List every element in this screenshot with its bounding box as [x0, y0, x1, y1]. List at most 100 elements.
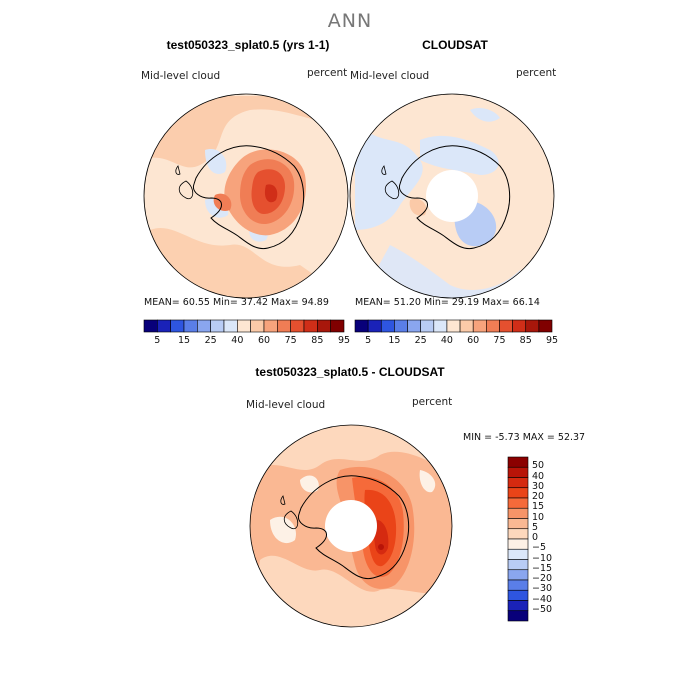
cb-abs-1-tick-label: 60 — [257, 335, 271, 346]
cb-abs-2-swatch — [525, 319, 540, 333]
cb-abs-2-tick-label: 25 — [414, 335, 427, 346]
cb-diff-tick-label: −15 — [532, 562, 553, 574]
panel-3-title: test050323_splat0.5 - CLOUDSAT — [255, 365, 445, 379]
figure-title: ANN — [327, 10, 373, 32]
panel-1-title: test050323_splat0.5 (yrs 1-1) — [166, 38, 330, 52]
cb-diff-swatch — [507, 456, 529, 468]
cb-abs-2-swatch — [367, 319, 382, 333]
cb-abs-2-swatch — [354, 319, 369, 333]
cb-diff-tick-label: −5 — [532, 542, 547, 554]
panel-1-colorbar — [143, 319, 345, 333]
panel-1-map — [144, 94, 348, 298]
panel-2-title: CLOUDSAT — [422, 38, 488, 52]
cb-abs-1-swatch — [183, 319, 198, 333]
cb-diff-swatch — [507, 487, 529, 499]
cb-abs-1-swatch — [210, 319, 225, 333]
cb-abs-2-swatch — [472, 319, 487, 333]
panel-3-variable-label: Mid-level cloud — [246, 399, 326, 411]
cb-diff-tick-label: 30 — [532, 480, 545, 492]
cb-abs-2-tick-label: 15 — [388, 335, 401, 346]
panel-2-stats: MEAN= 51.20 Min= 29.19 Max= 66.14 — [355, 297, 540, 308]
panel-2-units-label: percent — [516, 67, 557, 79]
cb-diff-swatch — [507, 589, 529, 601]
panel-2-variable-label: Mid-level cloud — [350, 70, 430, 82]
cb-diff-tick-label: 0 — [532, 532, 539, 543]
cb-abs-1-swatch — [277, 319, 291, 333]
cb-abs-2-tick-label: 75 — [493, 335, 506, 346]
cb-abs-2-swatch — [420, 319, 435, 333]
cb-abs-1-swatch — [303, 319, 318, 333]
cb-diff-swatch — [507, 600, 529, 612]
panel-2-map-border — [349, 93, 555, 299]
cb-abs-1-swatch — [250, 319, 265, 333]
cb-abs-2-tick-label: 5 — [365, 335, 372, 346]
cb-abs-2-tick-label: 85 — [519, 335, 532, 346]
cb-abs-2-swatch — [499, 319, 513, 333]
cb-diff-swatch — [507, 497, 529, 509]
cb-diff-tick-label: 50 — [532, 460, 545, 472]
cb-diff-swatch — [507, 610, 529, 622]
cb-abs-1-swatch — [223, 319, 238, 333]
panel-3-map-border — [249, 424, 453, 628]
cb-diff-tick-label: 10 — [532, 511, 545, 523]
cb-abs-1-tick-label: 40 — [231, 335, 244, 346]
cb-abs-1-tick-label: 15 — [177, 335, 191, 346]
cb-abs-1-swatch — [290, 319, 305, 333]
cb-diff-swatch — [507, 518, 529, 530]
cb-abs-2-tick-label: 60 — [467, 335, 480, 346]
cb-abs-1-tick-label: 85 — [311, 335, 324, 346]
cb-diff-tick-label: 20 — [532, 491, 545, 502]
cb-abs-1-tick-label: 5 — [154, 335, 161, 346]
cb-abs-2-swatch — [459, 319, 474, 333]
panel-3-stats: MIN = -5.73 MAX = 52.37 — [463, 432, 586, 443]
cb-diff-swatch — [507, 477, 529, 489]
cb-diff-tick-label: −50 — [532, 603, 553, 615]
cb-abs-1-tick-label: 95 — [337, 335, 351, 346]
cb-abs-2-swatch — [446, 319, 461, 333]
cb-abs-1-swatch — [330, 319, 345, 333]
cb-abs-1-swatch — [157, 319, 171, 333]
cb-abs-2-tick-label: 95 — [545, 335, 559, 346]
cb-abs-2-swatch — [486, 319, 500, 333]
cb-diff-tick-label: −10 — [532, 552, 553, 564]
cb-abs-2-swatch — [433, 319, 448, 333]
cb-abs-2-swatch — [407, 319, 421, 333]
cb-diff-tick-label: 40 — [532, 470, 545, 482]
cb-diff-tick-label: 5 — [532, 521, 539, 533]
panel-3-colorbar — [507, 456, 529, 622]
cb-diff-swatch — [507, 538, 529, 550]
cb-abs-1-swatch — [317, 319, 331, 333]
cb-diff-swatch — [507, 528, 529, 540]
cb-abs-2-swatch — [394, 319, 408, 333]
cb-abs-1-swatch — [237, 319, 251, 333]
panel-1-map-border — [143, 93, 349, 299]
cb-abs-2-tick-label: 40 — [440, 335, 453, 346]
cb-diff-swatch — [507, 579, 529, 591]
cb-diff-swatch — [507, 559, 529, 571]
panel-1-stats: MEAN= 60.55 Min= 37.42 Max= 94.89 — [144, 297, 329, 308]
panel-1-variable-label: Mid-level cloud — [141, 70, 221, 82]
cb-abs-1-swatch — [197, 319, 211, 333]
cb-diff-swatch — [507, 507, 529, 519]
cb-diff-tick-label: −30 — [532, 583, 553, 595]
cb-abs-1-swatch — [263, 319, 278, 333]
cb-abs-1-swatch — [170, 319, 185, 333]
cb-abs-2-swatch — [380, 319, 395, 333]
panel-3-units-label: percent — [412, 396, 453, 408]
panel-3-map — [250, 425, 452, 627]
cb-diff-swatch — [507, 548, 529, 560]
cb-diff-tick-label: −40 — [532, 593, 553, 605]
cb-diff-swatch — [507, 569, 529, 581]
cb-abs-1-tick-label: 25 — [204, 335, 217, 346]
panel-1-units-label: percent — [307, 67, 348, 79]
cb-abs-1-swatch — [143, 319, 158, 333]
cb-diff-swatch — [507, 466, 529, 478]
panel-2-colorbar — [354, 319, 553, 333]
cb-diff-tick-label: 15 — [532, 501, 545, 513]
cb-abs-1-tick-label: 75 — [284, 335, 297, 346]
cb-abs-2-swatch — [538, 319, 553, 333]
cb-diff-tick-label: −20 — [532, 573, 553, 584]
cb-abs-2-swatch — [512, 319, 527, 333]
